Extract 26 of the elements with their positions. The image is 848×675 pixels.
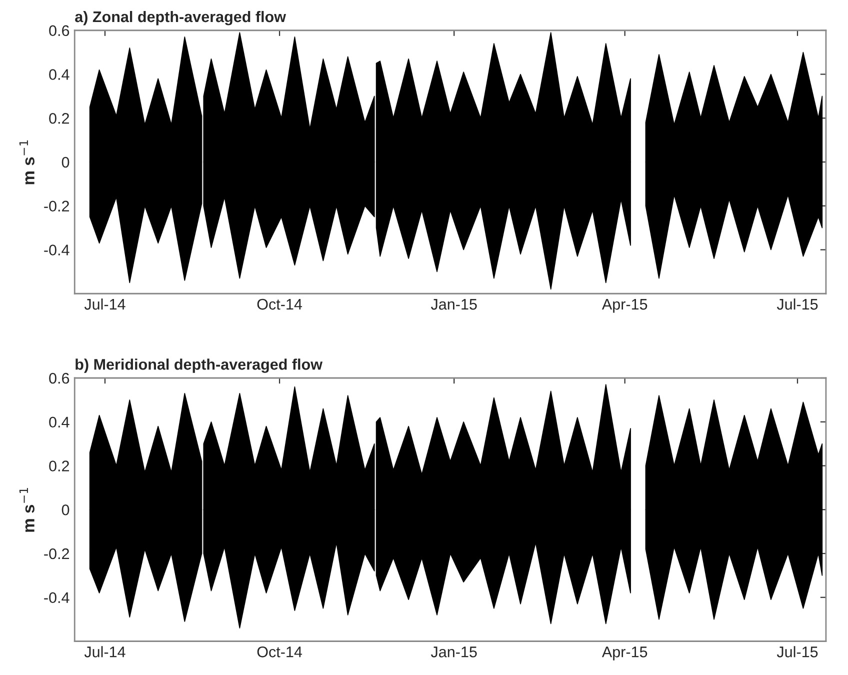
y-axis-title: m s$^{−1}$ bbox=[19, 488, 34, 532]
x-tick-label: Jul-14 bbox=[84, 646, 126, 658]
x-tick-label: Apr-15 bbox=[602, 299, 648, 313]
x-tick-label: Jul-14 bbox=[84, 298, 126, 310]
y-tick-label: -0.2 bbox=[44, 548, 69, 560]
y-tick-label: 0.6 bbox=[49, 25, 70, 36]
x-tick-label: Jul-15 bbox=[776, 298, 818, 310]
y-tick-label: 0.2 bbox=[49, 112, 69, 124]
y-tick-label: 0.4 bbox=[49, 416, 70, 428]
x-tick-label: Oct-14 bbox=[257, 298, 302, 310]
y-tick-label: 0.6 bbox=[49, 372, 70, 384]
x-tick-label: Apr-15 bbox=[602, 646, 648, 660]
y-tick-label: 0 bbox=[62, 504, 70, 516]
x-tick-label: Oct-14 bbox=[257, 646, 302, 658]
chart-title: b) Meridional depth-averaged flow bbox=[76, 358, 323, 373]
y-tick-label: -0.2 bbox=[44, 200, 69, 212]
y-tick-label: 0.4 bbox=[49, 69, 70, 80]
y-tick-label: 0 bbox=[62, 156, 70, 168]
chart-title: a) Zonal depth-averaged flow bbox=[75, 10, 286, 26]
y-tick-label: -0.4 bbox=[44, 592, 70, 604]
y-tick-label: -0.4 bbox=[44, 244, 70, 256]
y-tick-label: 0.2 bbox=[49, 460, 69, 472]
y-axis-title: m s$^{−1}$ bbox=[19, 140, 34, 184]
x-tick-label: Jan-15 bbox=[430, 646, 477, 658]
x-tick-label: Jan-15 bbox=[430, 299, 477, 310]
x-tick-label: Jul-15 bbox=[776, 646, 818, 658]
